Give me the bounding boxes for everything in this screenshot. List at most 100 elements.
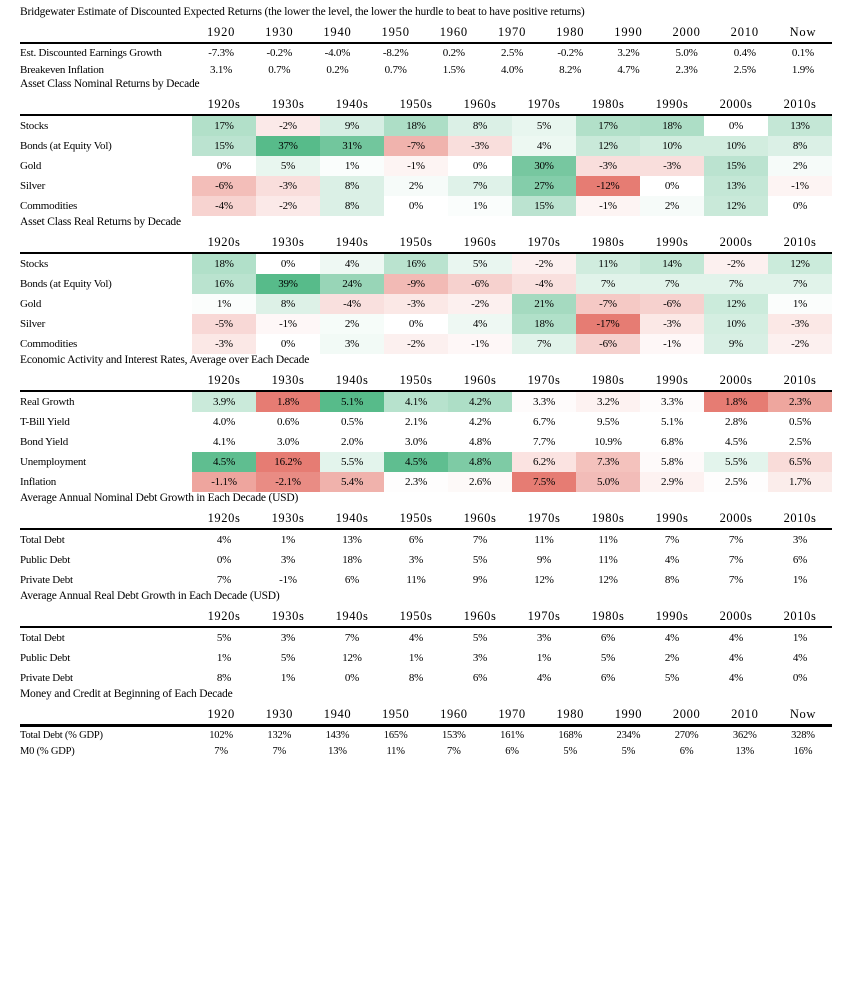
data-cell: -6% (448, 274, 512, 294)
column-header: 1980s (591, 97, 625, 111)
data-cell: 2% (664, 652, 680, 664)
row-label: Total Debt (20, 534, 65, 546)
data-cell: 4.8% (468, 436, 492, 448)
column-header: 1960s (463, 235, 497, 249)
data-cell: 8% (216, 672, 232, 684)
column-header: 1990s (655, 373, 689, 387)
table-row: M0 (% GDP) 7% 7% 13% 11% 7% 6% 5% 5% 6% 13% 16% (20, 743, 832, 759)
column-header: 1920s (207, 609, 241, 623)
row-label: Total Debt (% GDP) (20, 729, 103, 741)
data-cell: 3% (280, 632, 296, 644)
data-cell: 0% (704, 116, 768, 136)
data-cell: 3.2% (576, 392, 640, 412)
column-header: 1970s (527, 373, 561, 387)
data-cell: -1% (768, 176, 832, 196)
row-label: Silver (20, 180, 46, 192)
data-cell: 3.1% (210, 63, 233, 76)
data-cell: 10% (704, 136, 768, 156)
column-header: 1930s (271, 235, 305, 249)
data-cell: 4% (664, 554, 680, 566)
column-header: 1950 (381, 25, 410, 39)
column-header: 2010s (783, 609, 817, 623)
data-cell: 8% (408, 672, 424, 684)
data-cell: 4% (536, 672, 552, 684)
data-cell: 1% (216, 652, 232, 664)
data-cell: 5% (280, 652, 296, 664)
data-cell: 4.7% (617, 63, 640, 76)
table-asset-class-nominal-returns: Asset Class Nominal Returns by Decade 19… (20, 78, 832, 216)
data-cell: 5.1% (320, 392, 384, 412)
data-cell: -1% (640, 334, 704, 354)
table-row: Private Debt 8% 1% 0% 8% 6% 4% 6% 5% 4% 0% (20, 668, 832, 688)
data-cell: 12% (598, 574, 618, 586)
row-label: Commodities (20, 338, 78, 350)
column-header: 1970s (527, 511, 561, 525)
column-header: 1940s (335, 235, 369, 249)
table-row: Bond Yield 4.1% 3.0% 2.0% 3.0% 4.8% 7.7% 10.9% 6… (20, 432, 832, 452)
data-cell: 6.2% (512, 452, 576, 472)
data-cell: -6% (192, 176, 256, 196)
row-label: Silver (20, 318, 46, 330)
data-cell: 31% (320, 136, 384, 156)
column-header: 1980s (591, 373, 625, 387)
data-cell: 8% (448, 116, 512, 136)
data-cell: 2% (640, 196, 704, 216)
data-cell: 2% (320, 314, 384, 334)
row-label: T-Bill Yield (20, 416, 70, 428)
data-cell: 3% (536, 632, 552, 644)
column-header: 2000s (719, 235, 753, 249)
data-cell: 0% (384, 314, 448, 334)
data-cell: 2% (768, 156, 832, 176)
data-cell: -3% (576, 156, 640, 176)
data-cell: 5% (472, 554, 488, 566)
column-header: 1940s (335, 97, 369, 111)
data-cell: 7.3% (576, 452, 640, 472)
table-row: Commodities -3% 0% 3% -2% -1% 7% -6% -1% 9% -2% (20, 334, 832, 354)
data-cell: 7% (447, 745, 461, 757)
row-label: Commodities (20, 200, 78, 212)
data-cell: 27% (512, 176, 576, 196)
data-cell: 4% (728, 652, 744, 664)
data-cell: -12% (576, 176, 640, 196)
data-cell: -1.1% (192, 472, 256, 492)
data-cell: -6% (640, 294, 704, 314)
data-cell: 0% (256, 334, 320, 354)
data-cell: 234% (616, 729, 641, 741)
column-header: 1970s (527, 235, 561, 249)
column-header: 1920 (206, 25, 236, 39)
data-cell: -3% (256, 176, 320, 196)
data-cell: -2% (704, 254, 768, 274)
column-header: 1940 (323, 25, 352, 39)
table-nominal-debt-growth: Average Annual Nominal Debt Growth in Ea… (20, 492, 832, 590)
data-cell: 10% (640, 136, 704, 156)
data-cell: 12% (342, 652, 362, 664)
data-cell: 168% (558, 729, 583, 741)
table-economic-activity-interest-rates: Economic Activity and Interest Rates, Av… (20, 354, 832, 492)
column-header: 1990 (614, 25, 643, 39)
column-header: 1930s (271, 97, 305, 111)
row-label: Private Debt (20, 574, 73, 586)
table-row: Est. Discounted Earnings Growth -7.3% -0.2… (20, 44, 832, 61)
column-header: 1980s (591, 235, 625, 249)
column-header: 1940s (335, 373, 369, 387)
data-cell: -4% (320, 294, 384, 314)
table-row: Total Debt (% GDP) 102% 132% 143% 165% 153% 16… (20, 727, 832, 743)
data-cell: -2% (448, 294, 512, 314)
column-header: 2010s (783, 235, 817, 249)
data-cell: 5% (563, 745, 578, 757)
data-cell: 11% (598, 534, 618, 546)
data-cell: 102% (209, 729, 233, 741)
row-label: Bond Yield (20, 436, 69, 448)
data-cell: 0.7% (384, 63, 407, 76)
data-cell: -9% (384, 274, 448, 294)
data-cell: 4.5% (192, 452, 256, 472)
column-header: 1970s (527, 97, 561, 111)
column-header: 1920s (207, 373, 241, 387)
table-row: Unemployment 4.5% 16.2% 5.5% 4.5% 4.8% 6.2% 7.3… (20, 452, 832, 472)
data-cell: -17% (576, 314, 640, 334)
data-cell: 5.0% (576, 472, 640, 492)
data-cell: 18% (512, 314, 576, 334)
data-cell: 2.3% (675, 63, 698, 76)
data-cell: 2.5% (500, 46, 524, 59)
column-header: 1950s (399, 609, 433, 623)
